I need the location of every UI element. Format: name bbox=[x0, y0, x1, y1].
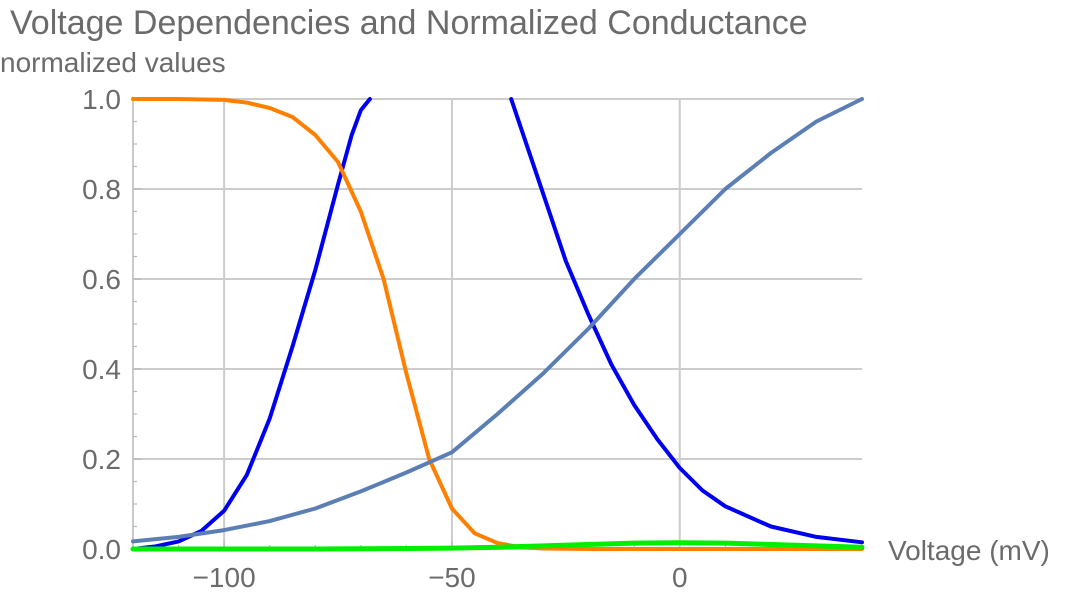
tick-labels: 0.0 0.2 0.4 0.6 0.8 1.0 −100 −50 0 bbox=[82, 84, 687, 593]
series-line-2 bbox=[131, 97, 864, 551]
series-line-4 bbox=[131, 97, 864, 544]
x-tick-label: −50 bbox=[428, 562, 476, 593]
x-tick-label: −100 bbox=[193, 562, 256, 593]
x-tick-label: 0 bbox=[672, 562, 688, 593]
y-axis-label: normalized values bbox=[0, 47, 226, 78]
y-tick-label: 1.0 bbox=[82, 84, 121, 115]
series-line-3 bbox=[509, 97, 864, 545]
y-tick-label: 0.4 bbox=[82, 354, 121, 385]
chart-title: Voltage Dependencies and Normalized Cond… bbox=[10, 4, 808, 42]
y-tick-label: 0.0 bbox=[82, 534, 121, 565]
y-tick-label: 0.8 bbox=[82, 174, 121, 205]
y-tick-label: 0.6 bbox=[82, 264, 121, 295]
x-axis-label: Voltage (mV) bbox=[888, 535, 1050, 566]
series-line-5 bbox=[130, 540, 865, 552]
y-tick-label: 0.2 bbox=[82, 444, 121, 475]
series-line-1 bbox=[131, 97, 372, 551]
series-group bbox=[130, 97, 865, 552]
